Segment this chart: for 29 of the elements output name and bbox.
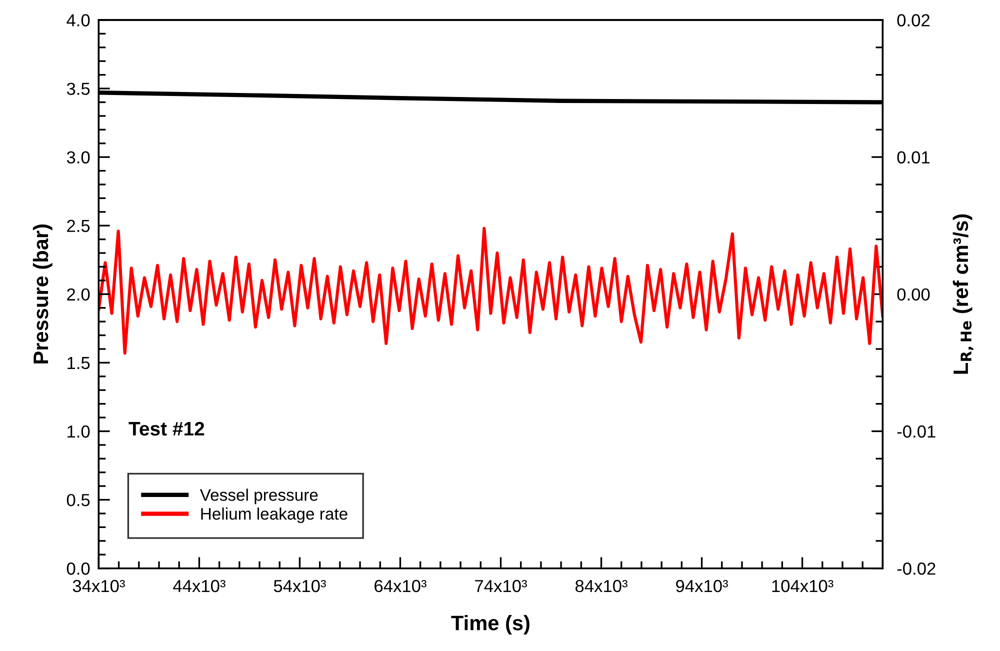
- x-tick-label: 34x10³: [72, 580, 125, 592]
- x-tick-label: 54x10³: [274, 580, 326, 592]
- y2-tick-label: 0.02: [897, 14, 930, 26]
- y2-tick-label: -0.01: [897, 425, 936, 438]
- line-series: [98, 226, 883, 355]
- x-tick-label: 44x10³: [173, 580, 226, 592]
- x-tick-label: 74x10³: [475, 580, 527, 592]
- y2-axis-title: L$_{R,He}$ (ref cm³/s): [952, 214, 974, 374]
- y-tick-label: 1.0: [68, 425, 90, 438]
- y-tick-label: 3.5: [66, 82, 90, 95]
- y-tick-label: 2.0: [67, 288, 90, 301]
- x-tick-label: 104x10³: [772, 580, 834, 592]
- y2-tick-label: 0.00: [897, 288, 930, 301]
- legend-label: Helium leakage rate: [201, 508, 348, 524]
- y-tick-label: 2.5: [67, 220, 90, 232]
- x-tick-label: 84x10³: [575, 580, 628, 592]
- y-tick-label: 0.5: [66, 494, 90, 506]
- annotation: Test #12: [128, 422, 204, 436]
- y-tick-label: 1.5: [68, 357, 90, 370]
- y-tick-label: 4.0: [66, 14, 90, 26]
- x-tick-label: 94x10³: [676, 580, 728, 592]
- x-axis-title: Time (s): [451, 615, 530, 634]
- y-axis-title: Pressure (bar): [32, 224, 52, 364]
- y-tick-label: 3.0: [66, 151, 90, 164]
- y2-tick-label: 0.01: [897, 151, 930, 164]
- legend-label: Vessel pressure: [200, 488, 318, 504]
- x-tick-label: 64x10³: [374, 580, 426, 592]
- y-tick-label: 0.0: [66, 562, 90, 575]
- y2-tick-label: -0.02: [897, 562, 936, 575]
